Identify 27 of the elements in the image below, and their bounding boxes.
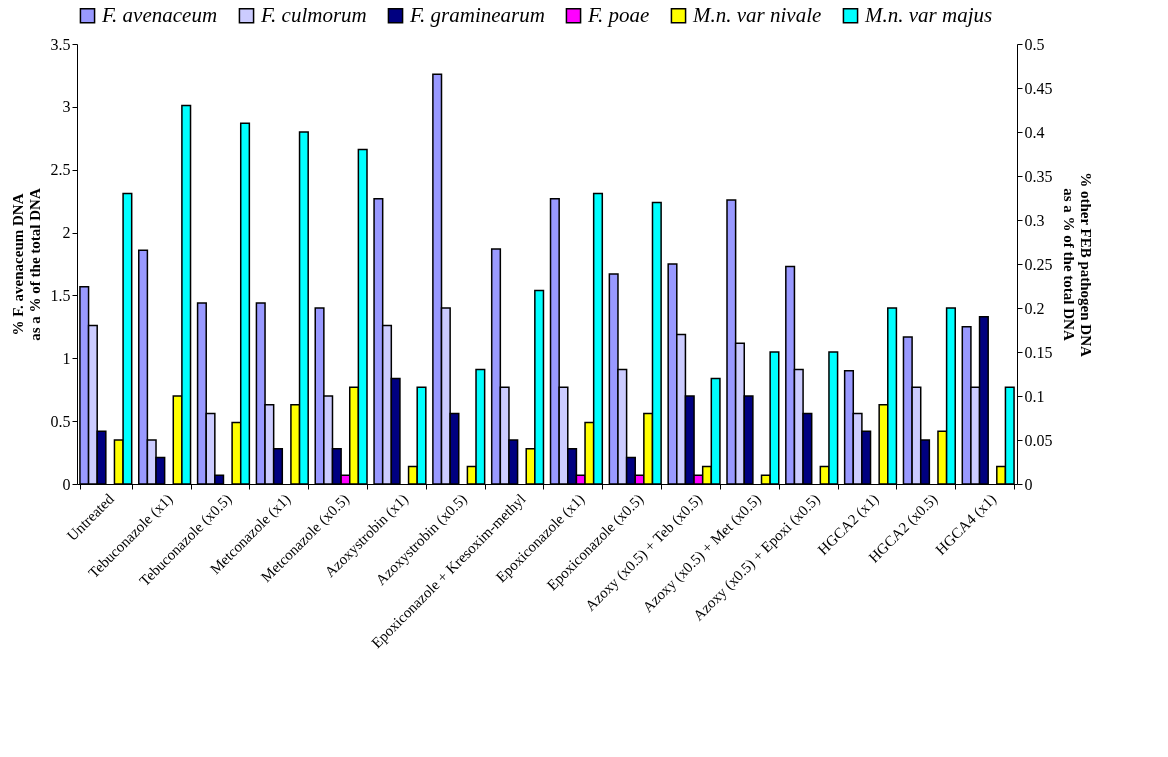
y2-tick-label: 0.05: [1024, 431, 1053, 449]
y-tick-label: 2: [62, 224, 71, 242]
y2-tick-label: 0.3: [1024, 211, 1045, 229]
y2-axis-title: % other FEB pathogen DNA as a % of the total DNA: [1060, 172, 1094, 358]
y-axis-title: % F. avenaceum DNA as a % of the total DNA: [9, 188, 43, 341]
y2-tick-label: 0.45: [1024, 79, 1053, 97]
y-tick-label: 0: [62, 475, 71, 493]
legend-label: F. graminearum: [409, 2, 545, 27]
y2-tick-label: 0.1: [1024, 387, 1045, 405]
legend-label: F. avenaceum: [101, 2, 218, 27]
y2-tick-label: 0.5: [1024, 35, 1045, 53]
y-tick-label: 0.5: [50, 412, 71, 430]
legend-label: M.n. var nivale: [692, 2, 822, 27]
y-tick-label: 1: [62, 349, 71, 367]
y2-tick-label: 0.25: [1024, 255, 1053, 273]
y2-tick-label: 0: [1024, 475, 1033, 493]
legend-label: F. culmorum: [260, 2, 367, 27]
legend-label: M.n. var majus: [864, 2, 993, 27]
y2-tick-label: 0.4: [1024, 123, 1045, 141]
y2-tick-label: 0.15: [1024, 343, 1053, 361]
y-tick-label: 2.5: [50, 161, 71, 179]
y2-tick-label: 0.35: [1024, 167, 1053, 185]
y-tick-label: 3: [62, 98, 71, 116]
legend-label: F. poae: [587, 2, 650, 27]
y2-tick-label: 0.2: [1024, 299, 1045, 317]
y-tick-label: 3.5: [50, 35, 71, 53]
y-tick-label: 1.5: [50, 286, 71, 304]
